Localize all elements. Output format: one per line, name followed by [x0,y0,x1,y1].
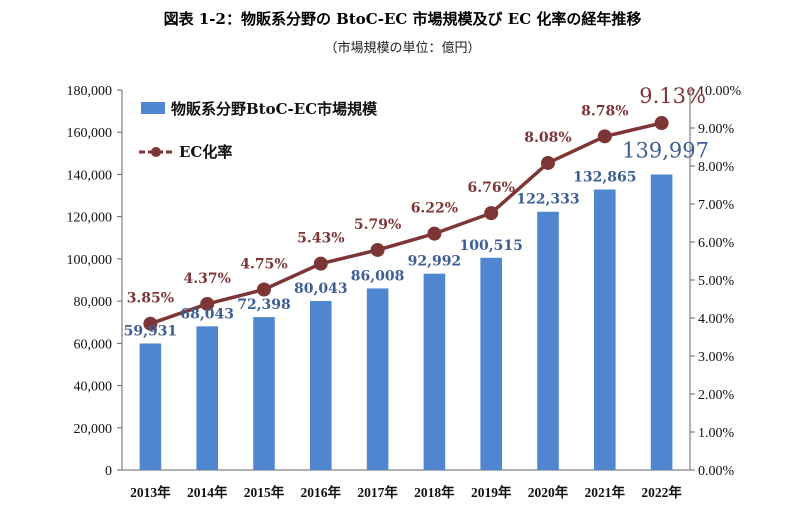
bar [650,174,673,470]
bar [423,273,446,470]
right-axis-tick-label: 7.00% [698,198,735,213]
right-axis-tick-label: 2.00% [698,388,735,403]
x-axis-tick-label: 2019年 [471,484,512,500]
left-axis-tick-label: 40,000 [74,380,113,395]
left-axis-tick-label: 160,000 [67,126,113,141]
bar-value-label: 122,333 [516,192,579,208]
right-axis-tick-label: 0.00% [698,464,735,479]
left-axis-tick-label: 180,000 [67,84,113,99]
ec-rate-label: 5.79% [354,217,401,233]
bar-value-label: 132,865 [573,170,636,186]
right-axis-tick-label: 8.00% [698,160,735,175]
bar-value-label: 72,398 [237,297,291,313]
ec-rate-label: 9.13% [639,84,706,108]
bar [480,257,502,470]
ec-rate-label: 5.43% [297,231,344,247]
ec-rate-label: 3.85% [127,291,174,307]
legend-line-label: EC化率 [179,143,232,161]
x-axis-tick-label: 2021年 [585,484,626,500]
chart-title: 図表 1-2：物販系分野の BtoC-EC 市場規模及び EC 化率の経年推移 [163,10,642,28]
ec-rate-label: 8.08% [524,130,571,146]
ec-rate-label: 4.75% [240,257,287,273]
x-axis-tick-label: 2014年 [187,484,228,500]
left-axis-tick-label: 140,000 [67,168,113,183]
right-axis-tick-label: 1.00% [698,426,735,441]
right-axis-tick-label: 3.00% [698,350,735,365]
ec-rate-line [149,121,662,326]
left-axis-tick-label: 80,000 [74,295,113,310]
x-axis-tick-label: 2017年 [357,484,398,500]
x-axis-tick-label: 2016年 [301,484,342,500]
right-axis-tick-label: 6.00% [698,236,735,251]
legend-bar-swatch [141,102,165,114]
ec-rate-point [313,256,328,271]
right-axis-tick-label: 4.00% [698,312,735,327]
x-axis-tick-label: 2015年 [244,484,285,500]
legend-bar-label: 物販系分野BtoC-EC市場規模 [171,100,378,118]
left-axis-tick-label: 60,000 [74,337,113,352]
right-axis-tick-label: 5.00% [698,274,735,289]
bar [253,317,275,470]
ec-rate-point [370,242,385,257]
bar [196,326,218,470]
bar [310,301,332,470]
bar [594,189,616,471]
x-axis-tick-label: 2018年 [414,484,455,500]
bar [366,288,389,470]
ec-rate-label: 8.78% [581,103,628,119]
left-axis-tick-label: 20,000 [74,422,113,437]
bar-value-label: 100,515 [460,238,523,254]
ec-rate-point [654,116,669,131]
ec-rate-point [541,155,555,170]
left-axis-tick-label: 120,000 [67,211,113,226]
ec-rate-label: 6.76% [467,180,514,196]
ec-rate-point [597,129,612,144]
right-axis-tick-label: 10.00% [698,84,742,99]
bar-value-label: 139,997 [622,138,709,162]
left-axis-tick-label: 100,000 [67,253,113,268]
x-axis-tick-label: 2013年 [130,484,171,500]
bar [139,343,162,470]
bar-value-label: 92,992 [408,254,462,270]
x-axis-tick-label: 2022年 [641,484,682,500]
ec-rate-point [484,206,499,221]
ec-rate-point [427,226,442,241]
bar-value-label: 80,043 [294,281,348,297]
ec-rate-label: 4.37% [183,271,230,287]
chart-subtitle: （市場規模の単位：億円） [324,41,481,56]
right-axis-tick-label: 9.00% [698,122,735,137]
legend-line-marker [151,147,161,157]
x-axis-tick-label: 2020年 [528,484,569,500]
ec-rate-point [200,296,215,311]
left-axis-tick-label: 0 [105,464,112,479]
ec-rate-point [257,282,271,297]
ec-rate-point [143,316,158,331]
bar-value-label: 68,043 [180,306,234,322]
bar [537,211,559,470]
ec-rate-label: 6.22% [411,201,458,217]
bar-value-label: 59,931 [124,323,178,339]
bar-value-label: 86,008 [351,268,405,284]
